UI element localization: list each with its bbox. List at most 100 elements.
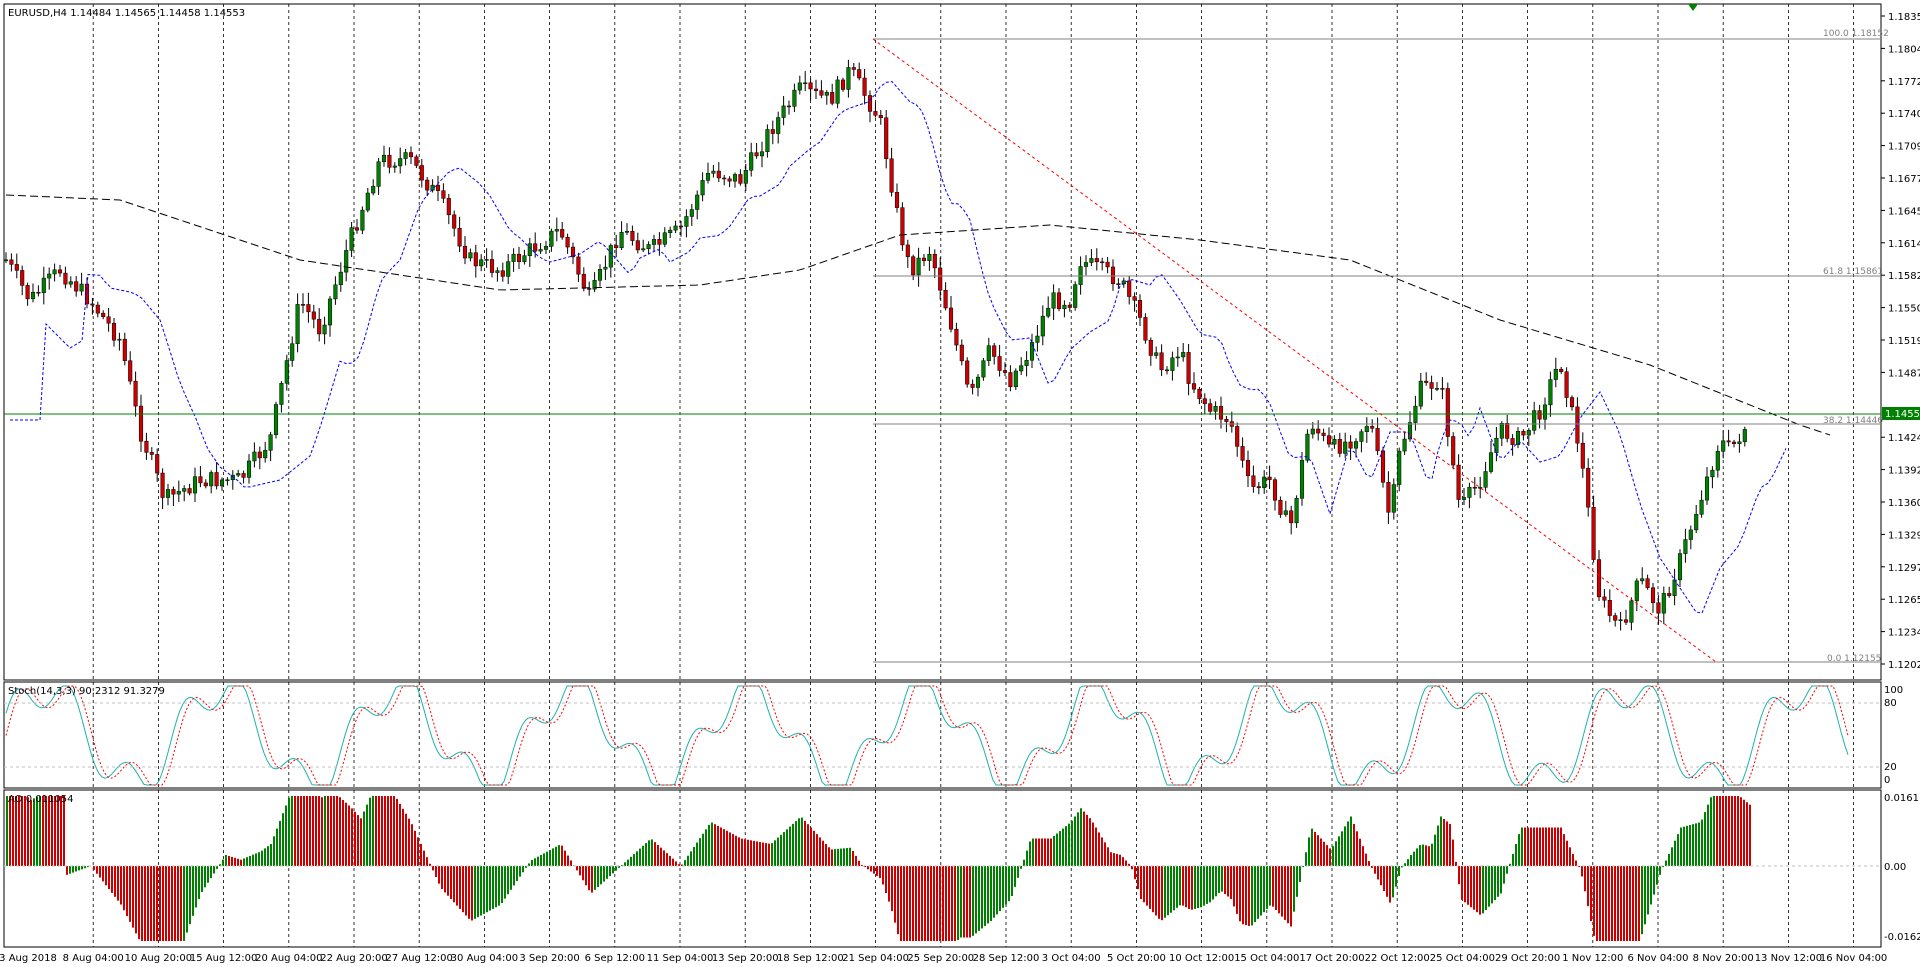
candle-body xyxy=(1024,360,1029,366)
ao-bar xyxy=(1224,866,1226,895)
time-tick-label: 8 Nov 20:00 xyxy=(1693,953,1754,964)
ao-bar xyxy=(129,866,131,922)
ao-bar xyxy=(879,866,881,879)
ao-bar xyxy=(1065,826,1067,866)
candle-body xyxy=(1235,426,1240,447)
ao-bar xyxy=(201,866,203,892)
candle-body xyxy=(889,158,894,193)
candle-body xyxy=(1591,506,1596,560)
ao-bar xyxy=(1566,840,1568,866)
symbol-header: EURUSD,H4 1.14484 1.14565 1.14458 1.1455… xyxy=(8,8,245,19)
ao-bar xyxy=(954,866,956,941)
ao-bar xyxy=(1446,821,1448,866)
candle-body xyxy=(878,115,883,118)
ao-bar xyxy=(189,866,191,925)
ao-bar xyxy=(405,813,407,866)
candle-body xyxy=(1667,593,1672,596)
ao-bar xyxy=(888,866,890,902)
candle-body xyxy=(840,79,846,90)
ao-bar xyxy=(210,866,212,879)
candle-body xyxy=(797,82,802,91)
candle-body xyxy=(1332,439,1337,445)
ao-bar xyxy=(1056,833,1058,866)
candle-body xyxy=(948,307,954,330)
ao-bar xyxy=(885,866,887,894)
ao-bar xyxy=(1005,866,1007,905)
ao-bar xyxy=(1548,827,1550,866)
ao-bar xyxy=(687,855,689,866)
ao-bar xyxy=(717,825,719,866)
candle-body xyxy=(203,482,208,487)
ao-bar xyxy=(1215,866,1217,897)
ao-bar xyxy=(777,837,779,866)
ao-bar xyxy=(1218,866,1220,893)
candle-body xyxy=(1089,258,1094,263)
candle-body xyxy=(1105,261,1110,268)
ao-bar xyxy=(870,866,872,872)
ao-bar xyxy=(834,849,836,866)
ao-bar xyxy=(624,862,626,866)
ao-bar xyxy=(300,796,302,866)
candle-body xyxy=(155,454,160,474)
candle-body xyxy=(689,209,694,217)
candle-body xyxy=(20,270,25,286)
ao-bar xyxy=(156,866,158,941)
candle-body xyxy=(246,460,252,478)
candle-body xyxy=(414,156,419,166)
ao-bar xyxy=(1320,838,1322,866)
main-panel xyxy=(3,3,1882,681)
ao-bar xyxy=(495,866,497,908)
ao-bar xyxy=(1197,866,1199,909)
ao-bar xyxy=(1686,825,1688,866)
ao-bar xyxy=(1671,847,1673,866)
ao-bar xyxy=(459,866,461,909)
ao-bar xyxy=(1206,866,1208,904)
candle-body xyxy=(1699,499,1704,515)
ao-bar xyxy=(1713,796,1715,866)
ao-bar xyxy=(666,853,668,866)
ao-bar xyxy=(1719,796,1721,866)
candle-body xyxy=(1019,365,1024,372)
shift-marker-icon[interactable] xyxy=(1688,4,1698,11)
candle-body xyxy=(970,383,975,388)
candle-body xyxy=(1116,283,1121,285)
ao-bar xyxy=(1083,811,1085,866)
ao-bar xyxy=(1524,827,1526,866)
candle-body xyxy=(695,194,700,210)
ao-bar xyxy=(393,796,395,866)
price-tick-label: 1.13605 xyxy=(1888,498,1920,509)
candle-body xyxy=(1602,596,1607,601)
candle-body xyxy=(1186,352,1191,384)
ao-bar xyxy=(654,842,656,866)
ao-bar xyxy=(105,866,107,886)
ao-bar xyxy=(423,850,425,866)
ao-bar xyxy=(1425,845,1427,866)
candle-body xyxy=(1704,476,1710,501)
ao-bar xyxy=(903,866,905,941)
candle-body xyxy=(1002,370,1008,373)
ao-bar xyxy=(1530,827,1532,866)
ao-bar xyxy=(282,813,284,866)
candle-body xyxy=(1564,371,1569,398)
candle-body xyxy=(236,473,241,476)
ao-bar xyxy=(1377,866,1379,880)
ao-bar xyxy=(1656,866,1658,885)
ao-bar xyxy=(1536,827,1538,866)
candle-body xyxy=(1170,357,1175,371)
candle-body xyxy=(209,472,214,487)
candle-body xyxy=(273,404,279,435)
ao-bar xyxy=(1188,866,1190,909)
candle-body xyxy=(1424,380,1429,383)
ao-bar xyxy=(939,866,941,941)
candle-body xyxy=(381,154,387,162)
ao-bar xyxy=(864,866,866,868)
ao-bar xyxy=(471,866,473,921)
candle-body xyxy=(1407,422,1413,440)
candle-body xyxy=(1278,500,1283,515)
ao-bar xyxy=(981,866,983,929)
candle-body xyxy=(344,250,349,273)
ao-bar xyxy=(1236,866,1238,914)
ao-bar xyxy=(1482,866,1484,914)
ao-bar xyxy=(453,866,455,903)
